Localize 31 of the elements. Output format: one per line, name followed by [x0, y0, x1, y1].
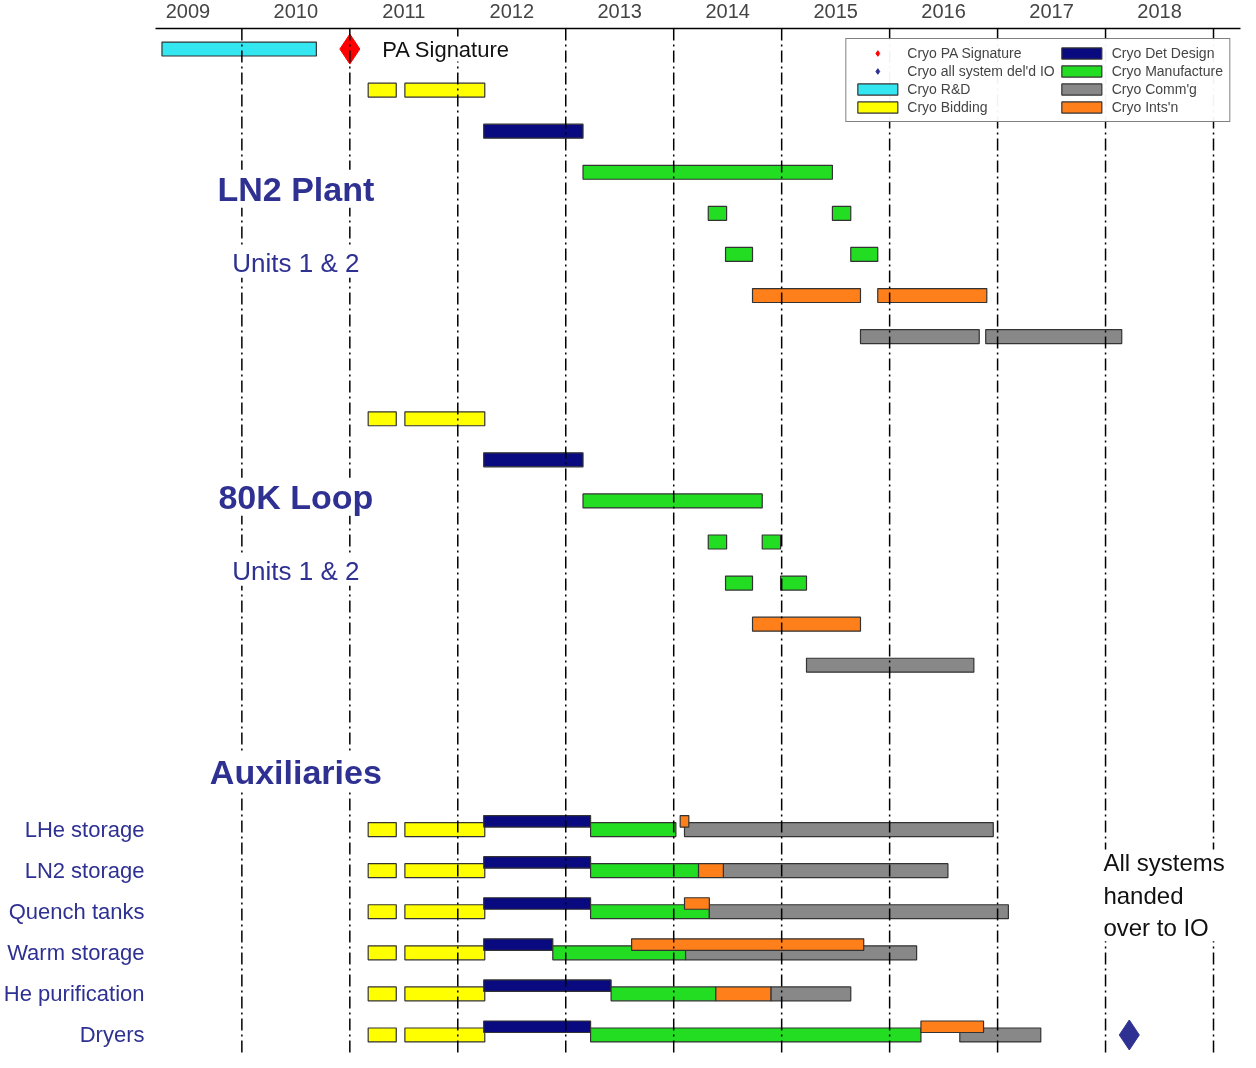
annotation: LN2 Plant: [217, 169, 375, 208]
legend-label: Cryo PA Signature: [907, 45, 1022, 61]
x-tick-label: 2011: [382, 0, 426, 22]
y-tick-label: Quench tanks: [8, 899, 145, 925]
annotation: Auxiliaries: [209, 753, 382, 792]
annotation: Units 1 & 2: [232, 555, 360, 586]
x-tick-label: 2010: [273, 0, 319, 22]
legend-label: Cryo Bidding: [907, 99, 988, 115]
legend-label: Cryo Det Design: [1111, 45, 1215, 61]
x-tick-label: 2016: [921, 0, 966, 22]
x-tick-label: 2014: [705, 0, 750, 22]
legend-label: Cryo all system del'd IO: [907, 63, 1055, 79]
annotation: Units 1 & 2: [232, 247, 360, 278]
x-tick-label: 2013: [597, 0, 642, 22]
annotation: All systems handed over to IO: [1103, 849, 1225, 942]
x-tick-label: 2012: [489, 0, 535, 22]
legend-label: Cryo Ints'n: [1111, 99, 1179, 115]
y-tick-label: He purification: [3, 981, 145, 1007]
y-tick-label: Dryers: [79, 1022, 145, 1048]
legend-label: Cryo R&D: [907, 81, 971, 97]
x-tick-label: 2018: [1137, 0, 1182, 22]
x-tick-label: 2017: [1029, 0, 1074, 22]
y-tick-label: Warm storage: [7, 940, 145, 966]
annotation: PA Signature: [382, 36, 510, 62]
x-tick-label: 2009: [165, 0, 211, 22]
annotation: 80K Loop: [218, 477, 374, 516]
y-tick-label: LHe storage: [24, 817, 145, 843]
legend-label: Cryo Comm'g: [1111, 81, 1197, 97]
x-tick-label: 2015: [813, 0, 858, 22]
y-tick-label: LN2 storage: [24, 858, 145, 884]
legend-label: Cryo Manufacture: [1111, 63, 1223, 79]
